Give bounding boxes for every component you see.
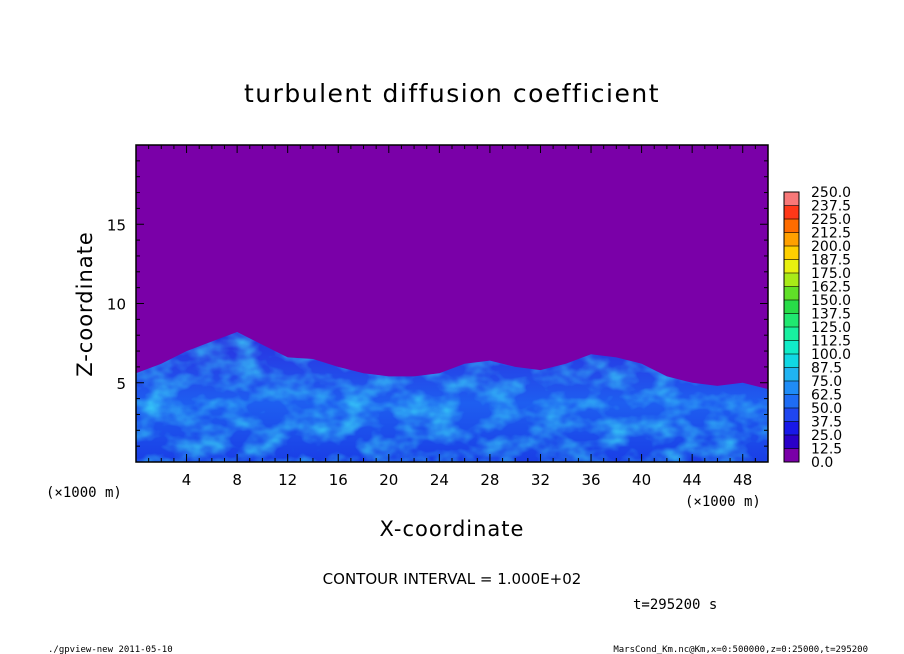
turbulent-eddies bbox=[136, 332, 768, 462]
x-unit-left: (×1000 m) bbox=[46, 485, 122, 501]
colorbar-swatch bbox=[784, 435, 799, 449]
colorbar-swatch bbox=[784, 394, 799, 409]
colorbar-swatch bbox=[784, 219, 799, 233]
colorbar-swatch bbox=[784, 327, 799, 341]
colorbar-swatch bbox=[784, 340, 799, 355]
x-tick-label: 16 bbox=[329, 471, 348, 489]
colorbar-label: 50.0 bbox=[811, 401, 842, 417]
footer-left: ./gpview-new 2011-05-10 bbox=[48, 645, 173, 654]
colorbar-swatch bbox=[784, 381, 799, 395]
colorbar-swatch bbox=[784, 408, 799, 422]
colorbar-swatch bbox=[784, 232, 799, 247]
colorbar-label: 237.5 bbox=[811, 199, 851, 215]
x-tick-label: 44 bbox=[683, 471, 702, 489]
colorbar-label: 37.5 bbox=[811, 415, 842, 431]
colorbar-label: 200.0 bbox=[811, 239, 851, 255]
colorbar-label: 125.0 bbox=[811, 320, 851, 336]
contour-interval: CONTOUR INTERVAL = 1.000E+02 bbox=[323, 570, 582, 588]
x-tick-label: 20 bbox=[379, 471, 398, 489]
y-tick-label: 10 bbox=[107, 296, 126, 314]
colorbar-label: 212.5 bbox=[811, 226, 851, 242]
colorbar-label: 62.5 bbox=[811, 388, 842, 404]
colorbar-label: 112.5 bbox=[811, 334, 851, 350]
colorbar-swatch bbox=[784, 259, 799, 274]
y-axis-label: Z-coordinate bbox=[73, 231, 97, 377]
colorbar-swatch bbox=[784, 246, 799, 260]
colorbar-label: 100.0 bbox=[811, 347, 851, 363]
colorbar-label: 12.5 bbox=[811, 442, 842, 458]
colorbar-swatch bbox=[784, 300, 799, 314]
colorbar: 0.012.525.037.550.062.575.087.5100.0112.… bbox=[783, 185, 851, 471]
x-tick-label: 12 bbox=[278, 471, 297, 489]
chart-title: turbulent diffusion coefficient bbox=[244, 79, 660, 108]
colorbar-swatch bbox=[784, 367, 799, 382]
colorbar-swatch bbox=[784, 354, 799, 368]
colorbar-label: 87.5 bbox=[811, 361, 842, 377]
colorbar-label: 162.5 bbox=[811, 280, 851, 296]
y-tick-label: 5 bbox=[116, 375, 126, 393]
x-tick-label: 4 bbox=[182, 471, 192, 489]
x-tick-label: 8 bbox=[232, 471, 242, 489]
colorbar-swatch bbox=[784, 448, 799, 463]
x-tick-label: 36 bbox=[581, 471, 600, 489]
colorbar-label: 187.5 bbox=[811, 253, 851, 269]
colorbar-label: 0.0 bbox=[811, 455, 833, 471]
x-tick-label: 48 bbox=[733, 471, 752, 489]
x-tick-label: 24 bbox=[430, 471, 449, 489]
colorbar-label: 250.0 bbox=[811, 185, 851, 201]
footer-right: MarsCond_Km.nc@Km,x=0:500000,z=0:25000,t… bbox=[613, 645, 868, 654]
colorbar-label: 137.5 bbox=[811, 307, 851, 323]
colorbar-label: 175.0 bbox=[811, 266, 851, 282]
turbulent-layer bbox=[136, 332, 768, 462]
x-tick-label: 40 bbox=[632, 471, 651, 489]
colorbar-label: 225.0 bbox=[811, 212, 851, 228]
colorbar-swatch bbox=[784, 192, 799, 206]
colorbar-label: 75.0 bbox=[811, 374, 842, 390]
x-unit-right: (×1000 m) bbox=[685, 494, 761, 510]
colorbar-swatch bbox=[784, 205, 799, 220]
y-tick-label: 15 bbox=[107, 216, 126, 234]
x-axis-label: X-coordinate bbox=[380, 517, 525, 541]
x-axis: 4 8 12 16 20 24 28 32 36 40 44 48 bbox=[148, 145, 769, 489]
colorbar-swatch bbox=[784, 421, 799, 436]
x-tick-label: 32 bbox=[531, 471, 550, 489]
time-label: t=295200 s bbox=[633, 597, 717, 613]
x-tick-label: 28 bbox=[480, 471, 499, 489]
colorbar-label: 150.0 bbox=[811, 293, 851, 309]
colorbar-swatch bbox=[784, 286, 799, 301]
colorbar-label: 25.0 bbox=[811, 428, 842, 444]
colorbar-swatch bbox=[784, 313, 799, 328]
y-axis: 5 10 15 bbox=[107, 160, 768, 447]
colorbar-swatch bbox=[784, 273, 799, 287]
